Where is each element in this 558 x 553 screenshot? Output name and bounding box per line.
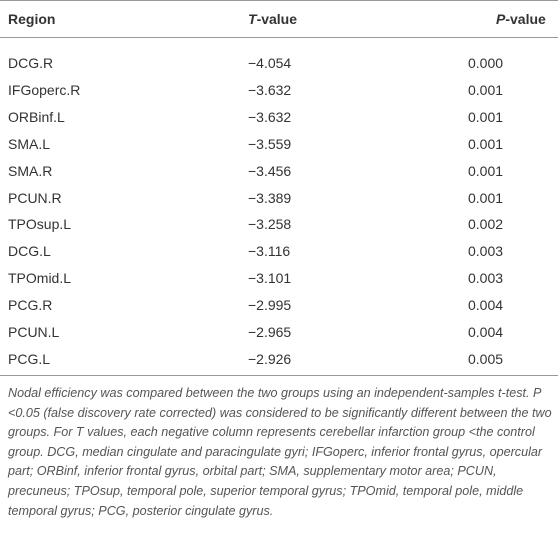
table-cell: 0.005 [468,350,504,367]
table-cell: 0.001 [468,108,504,125]
table-cell: −2.995 [248,297,292,314]
table-cell: 0.003 [468,270,504,287]
table-cell: −3.632 [248,108,292,125]
table-cell: ORBinf.L [8,108,65,125]
table-cell: PCG.L [8,350,51,367]
table-cell: 0.001 [468,189,504,206]
header-emphasis: P [496,11,506,27]
table-cell: −3.101 [248,270,292,287]
table-cell: 0.001 [468,135,504,152]
table-cell: −3.632 [248,81,292,98]
rule [0,375,558,376]
table-cell: SMA.L [8,135,51,152]
table-cell: TPOsup.L [8,216,72,233]
table-cell: −4.054 [248,55,292,71]
table-cell: −3.389 [248,189,292,206]
table-cell: TPOmid.L [8,270,72,287]
header-emphasis: T [248,11,257,27]
table-cell: −3.559 [248,135,292,152]
table-cell: DCG.R [8,55,54,71]
rule [0,37,558,38]
table-cell: 0.001 [468,162,504,179]
table-cell: PCUN.R [8,189,62,206]
table-cell: 0.001 [468,81,504,98]
table-cell: −3.116 [248,243,291,260]
rule [0,0,558,1]
table-cell: 0.000 [468,55,504,71]
table-cell: IFGoperc.R [8,81,81,98]
column-header: P-value [496,9,546,29]
header-text: -value [505,11,546,27]
table-note: Nodal efficiency was compared between th… [8,386,552,518]
table-cell: PCUN.L [8,324,60,340]
table-cell: DCG.L [8,243,51,260]
table-cell: −2.926 [248,350,292,367]
table-cell: 0.003 [468,243,504,260]
table-cell: 0.004 [468,297,504,314]
table-cell: −3.258 [248,216,292,233]
table-cell: −3.456 [248,162,292,179]
table-cell: 0.002 [468,216,504,233]
header-text: -value [256,11,298,27]
table-cell: 0.004 [468,324,504,340]
column-header: Region [8,9,55,29]
table-cell: SMA.R [8,162,53,179]
table-cell: PCG.R [8,297,53,314]
table-cell: −2.965 [248,324,292,340]
header-text: Region [8,11,56,27]
column-header: T-value [248,9,297,29]
